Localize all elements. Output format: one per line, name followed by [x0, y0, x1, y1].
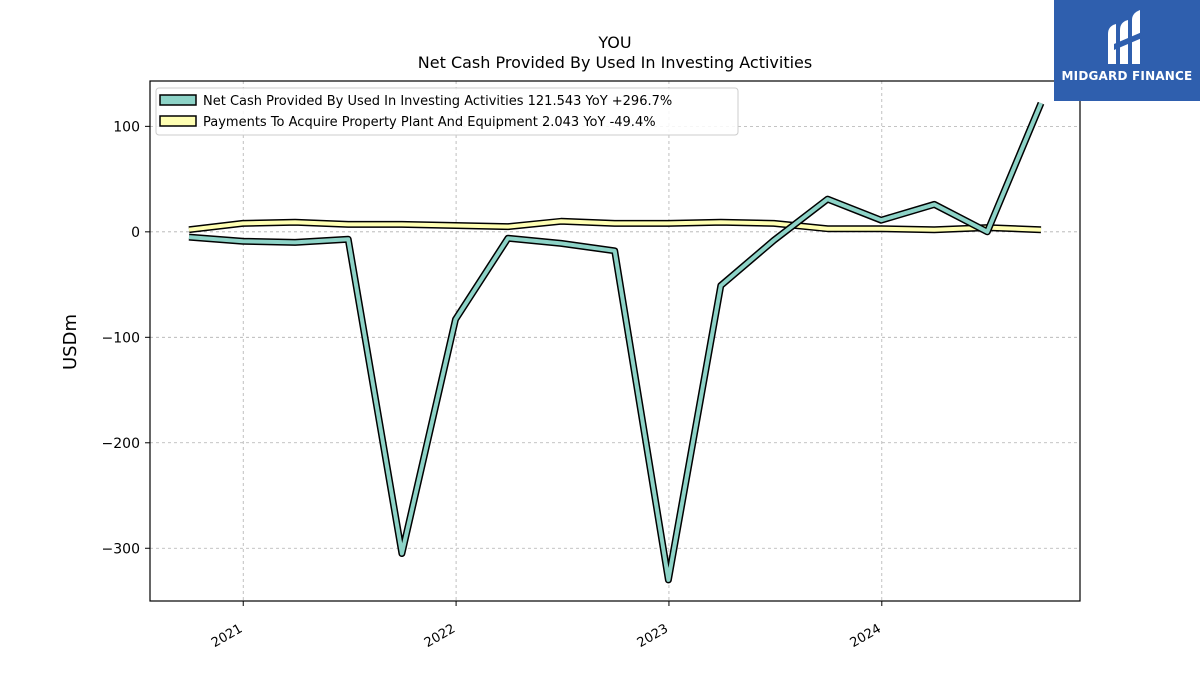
series-layer: [188, 101, 1045, 584]
legend-label-capex: Payments To Acquire Property Plant And E…: [203, 115, 656, 130]
chart-subtitle: Net Cash Provided By Used In Investing A…: [418, 53, 812, 72]
chart-title: YOU: [597, 33, 631, 52]
y-tick-label: −200: [102, 436, 140, 452]
legend: Net Cash Provided By Used In Investing A…: [155, 87, 739, 136]
legend-label-net-cash: Net Cash Provided By Used In Investing A…: [203, 94, 672, 109]
brand-logo-text: MIDGARD FINANCE: [1061, 69, 1193, 83]
series-line-capex: [188, 219, 1042, 232]
x-tick-label: 2021: [209, 621, 245, 651]
plot-frame: [149, 80, 1081, 602]
series-outline-net-cash: [188, 101, 1045, 584]
y-axis-label: USDm: [60, 314, 81, 370]
y-axis: 100 0 −100 −200 −300: [102, 119, 150, 557]
legend-box: [155, 87, 739, 136]
x-tick-label: 2023: [635, 621, 671, 651]
x-tick-label: 2024: [848, 621, 884, 651]
legend-swatch-net-cash: [159, 94, 197, 106]
x-axis: 2021 2022 2023 2024: [209, 601, 884, 651]
series-line-net-cash: [188, 102, 1043, 582]
y-tick-label: −300: [102, 541, 140, 557]
y-tick-label: 0: [131, 225, 140, 241]
midgard-logo-icon: [1108, 10, 1142, 64]
legend-swatch-capex: [159, 115, 197, 127]
x-tick-label: 2022: [422, 621, 458, 651]
grid: [150, 81, 1080, 601]
y-tick-label: −100: [102, 330, 140, 346]
brand-logo: MIDGARD FINANCE: [1054, 0, 1200, 101]
y-tick-label: 100: [113, 119, 140, 135]
